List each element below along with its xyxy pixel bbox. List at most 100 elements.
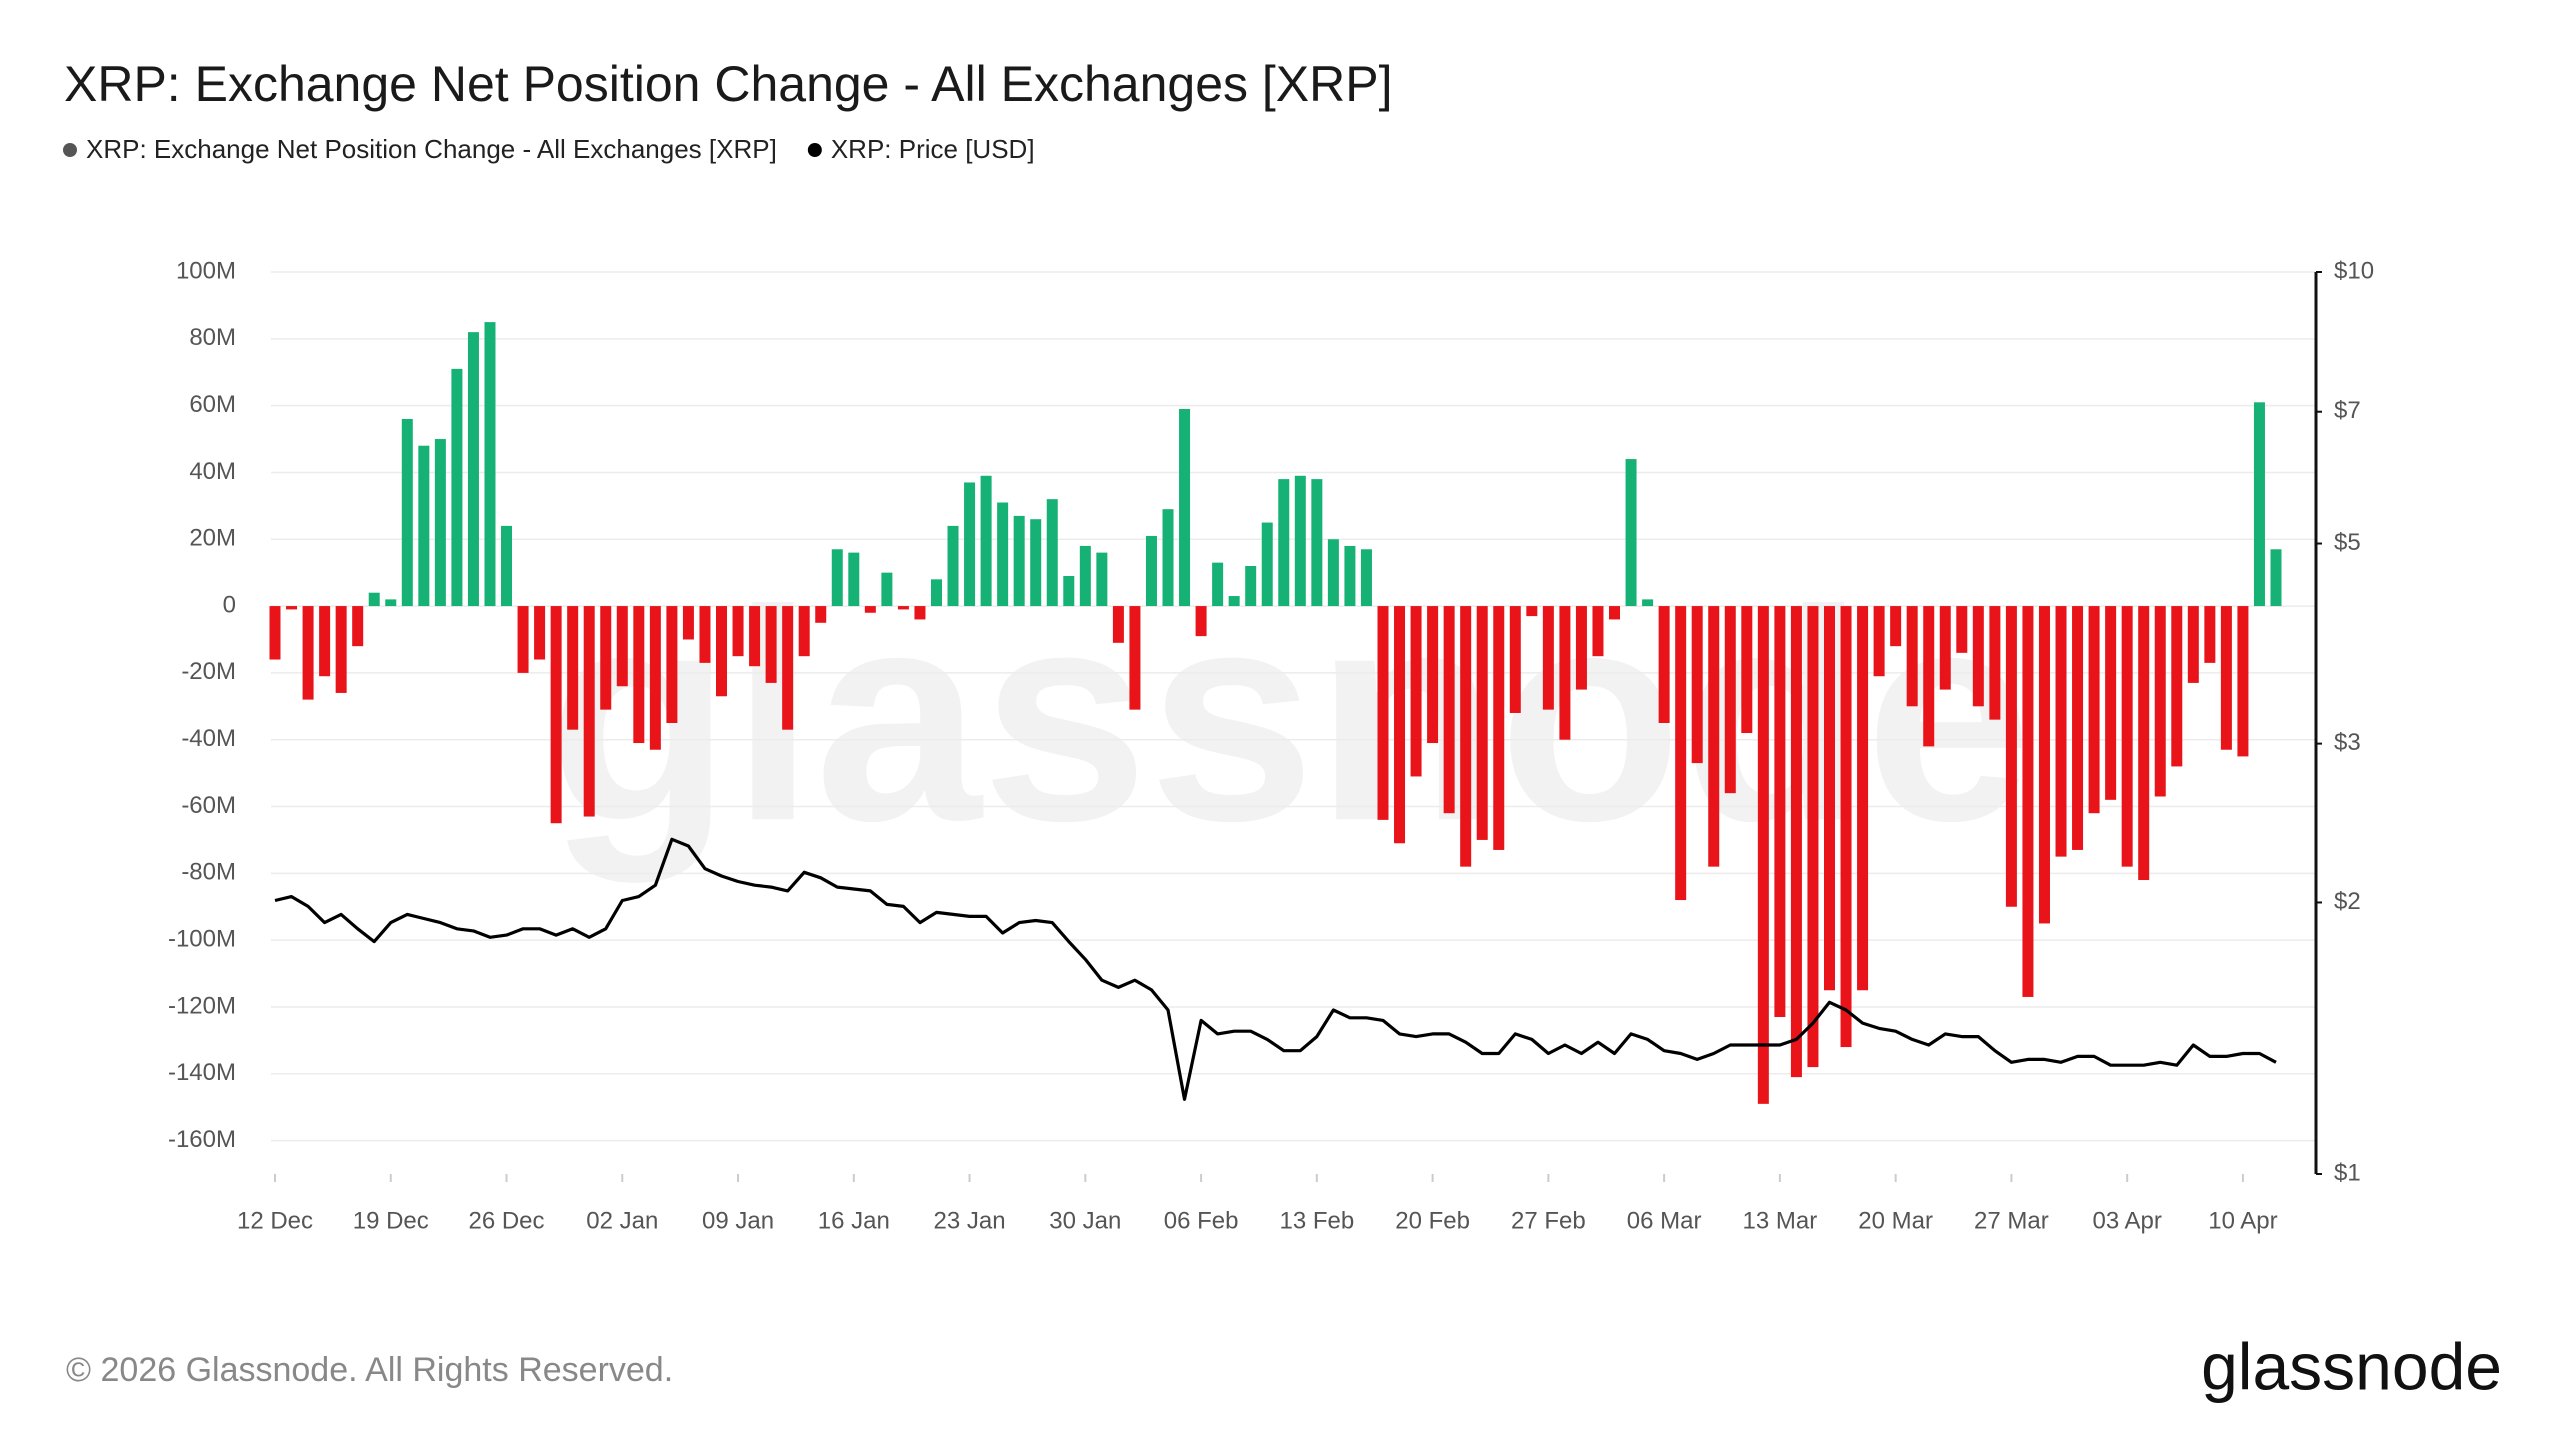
bar: [1625, 459, 1637, 607]
bar: [1394, 606, 1406, 844]
bar: [501, 525, 513, 607]
bar: [2105, 606, 2117, 800]
bar: [881, 572, 893, 607]
y-tick-label: -80M: [181, 859, 236, 886]
bar: [1857, 606, 1869, 991]
bar: [434, 439, 446, 607]
y-tick-label: 80M: [189, 324, 236, 351]
bar: [798, 606, 810, 657]
bar: [1675, 606, 1687, 901]
bar: [1923, 606, 1935, 747]
bar: [1642, 599, 1654, 607]
bar: [600, 606, 612, 710]
bar: [1972, 606, 1984, 707]
bar: [649, 606, 661, 750]
bar: [2055, 606, 2067, 857]
bar: [1559, 606, 1571, 740]
bar: [1493, 606, 1505, 850]
bar: [1327, 539, 1339, 607]
bar: [2253, 402, 2265, 607]
y-tick-label: -160M: [168, 1126, 236, 1153]
y-tick-label: -40M: [181, 725, 236, 752]
y-tick-label: -120M: [168, 992, 236, 1019]
bar: [517, 606, 529, 673]
bar: [1807, 606, 1819, 1068]
bar: [1724, 606, 1736, 794]
bar: [1609, 606, 1621, 620]
bar: [1030, 519, 1042, 607]
bar: [831, 549, 843, 607]
bar: [699, 606, 711, 663]
bar: [682, 606, 694, 640]
bar: [1840, 606, 1852, 1048]
price-line: [274, 837, 2277, 1101]
bar: [2237, 606, 2249, 757]
bar: [1079, 545, 1091, 607]
bar: [2022, 606, 2034, 997]
bar: [2171, 606, 2183, 767]
bar: [1427, 606, 1439, 744]
bar: [1311, 479, 1323, 607]
y-tick-label: -140M: [168, 1059, 236, 1086]
bar: [2220, 606, 2232, 750]
bar: [1691, 606, 1703, 764]
bar: [1790, 606, 1802, 1078]
legend-label: XRP: Exchange Net Position Change - All …: [86, 134, 777, 164]
bar: [1906, 606, 1918, 707]
bar: [2204, 606, 2216, 663]
bar: [1956, 606, 1968, 653]
legend-label: XRP: Price [USD]: [831, 134, 1035, 164]
chart-title: XRP: Exchange Net Position Change - All …: [64, 56, 1393, 112]
bar: [1873, 606, 1885, 677]
bar: [1261, 522, 1273, 607]
copyright: © 2026 Glassnode. All Rights Reserved.: [66, 1351, 673, 1389]
bar: [897, 606, 909, 610]
bar: [1179, 408, 1191, 607]
bar: [1410, 606, 1422, 777]
bar: [749, 606, 761, 667]
bar: [1774, 606, 1786, 1017]
bar: [2072, 606, 2084, 850]
bar: [550, 606, 562, 824]
bar: [484, 322, 496, 607]
y2-tick-label: $7: [2334, 397, 2361, 424]
bar: [964, 482, 976, 607]
y-tick-label: 60M: [189, 391, 236, 418]
bar: [352, 606, 364, 647]
bar: [1476, 606, 1488, 840]
bar: [1129, 606, 1141, 710]
x-tick-label: 06 Mar: [1627, 1207, 1702, 1234]
y-tick-label: -60M: [181, 792, 236, 819]
x-tick-label: 06 Feb: [1164, 1207, 1239, 1234]
bar: [368, 592, 380, 607]
x-tick-label: 13 Mar: [1743, 1207, 1818, 1234]
bar: [467, 332, 479, 607]
bar: [1046, 499, 1058, 607]
bar: [1294, 475, 1306, 607]
bar: [1278, 479, 1290, 607]
bar: [1096, 552, 1108, 607]
bar: [1575, 606, 1587, 690]
bar: [1443, 606, 1455, 814]
bar: [1939, 606, 1951, 690]
bar: [1377, 606, 1389, 820]
bar: [848, 552, 860, 607]
bar: [385, 599, 397, 607]
x-tick-label: 12 Dec: [237, 1207, 313, 1234]
x-tick-label: 13 Feb: [1279, 1207, 1354, 1234]
bar: [583, 606, 595, 817]
bar: [815, 606, 827, 623]
bar: [2038, 606, 2050, 924]
bar: [1592, 606, 1604, 657]
x-tick-label: 23 Jan: [934, 1207, 1006, 1234]
x-tick-label: 10 Apr: [2208, 1207, 2277, 1234]
bar: [1195, 606, 1207, 637]
y-tick-label: 20M: [189, 525, 236, 552]
bar: [2088, 606, 2100, 814]
x-tick-label: 27 Feb: [1511, 1207, 1586, 1234]
bar: [335, 606, 347, 693]
bar: [716, 606, 728, 697]
x-tick-label: 09 Jan: [702, 1207, 774, 1234]
bar: [980, 475, 992, 607]
